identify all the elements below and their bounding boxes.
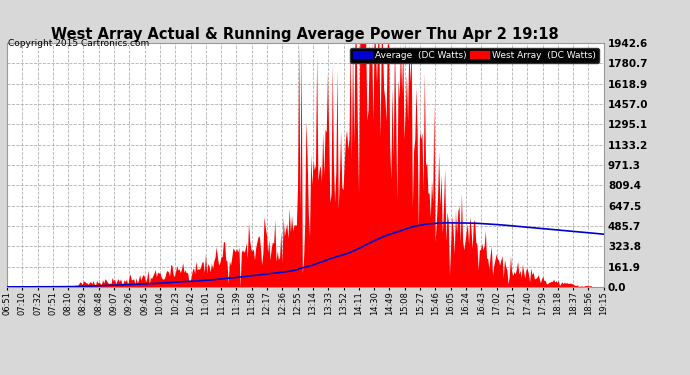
- Title: West Array Actual & Running Average Power Thu Apr 2 19:18: West Array Actual & Running Average Powe…: [52, 27, 559, 42]
- Text: Copyright 2015 Cartronics.com: Copyright 2015 Cartronics.com: [8, 39, 150, 48]
- Legend: Average  (DC Watts), West Array  (DC Watts): Average (DC Watts), West Array (DC Watts…: [350, 48, 599, 63]
